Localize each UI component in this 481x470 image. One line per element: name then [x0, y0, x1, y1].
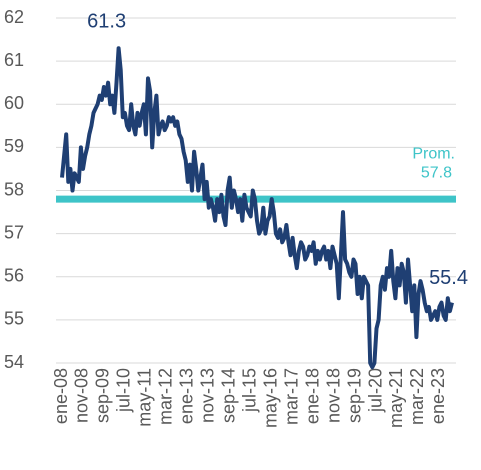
- x-tick-label: nov-18: [323, 368, 343, 423]
- y-tick-label: 58: [4, 179, 24, 199]
- x-tick-label: ene-23: [428, 368, 448, 424]
- y-tick-label: 60: [4, 93, 24, 113]
- x-tick-label: ene-18: [302, 368, 322, 424]
- average-label: Prom.: [412, 145, 455, 162]
- y-tick-label: 59: [4, 136, 24, 156]
- last-label: 55.4: [429, 267, 468, 289]
- x-tick-label: may-21: [386, 368, 406, 428]
- x-tick-label: mar-12: [156, 368, 176, 425]
- y-tick-label: 55: [4, 309, 24, 329]
- x-tick-label: ene-13: [177, 368, 197, 424]
- y-tick-label: 61: [4, 50, 24, 70]
- x-tick-label: mar-17: [281, 368, 301, 425]
- x-tick-label: ene-08: [51, 368, 71, 424]
- y-tick-label: 56: [4, 266, 24, 286]
- y-tick-label: 54: [4, 352, 24, 372]
- x-tick-label: sep-09: [93, 368, 113, 423]
- y-tick-label: 57: [4, 222, 24, 242]
- x-tick-label: jul-20: [365, 368, 385, 413]
- x-tick-label: sep-19: [344, 368, 364, 423]
- y-tick-label: 62: [4, 7, 24, 27]
- x-tick-label: may-11: [135, 368, 155, 427]
- x-tick-label: may-16: [260, 368, 280, 428]
- x-tick-label: mar-22: [407, 368, 427, 425]
- x-tick-label: nov-08: [72, 368, 92, 423]
- x-tick-label: sep-14: [218, 368, 238, 423]
- x-tick-label: jul-15: [239, 368, 259, 413]
- x-tick-label: jul-10: [114, 368, 134, 413]
- average-value: 57.8: [421, 164, 452, 181]
- data-line: [60, 46, 454, 370]
- peak-label: 61.3: [87, 10, 126, 32]
- x-tick-label: nov-13: [198, 368, 218, 423]
